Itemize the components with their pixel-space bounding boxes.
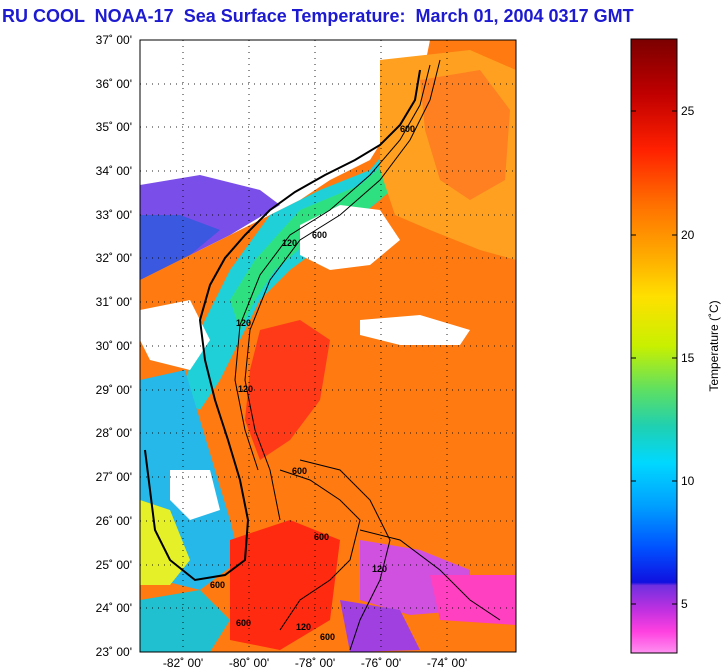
lon-label: -76˚ 00': [361, 656, 401, 670]
lat-label: 26˚ 00': [96, 514, 132, 528]
colorbar-label: Temperature (˚C): [707, 300, 721, 391]
colorbar-tick: 5: [681, 597, 688, 611]
colorbar-tick: 10: [681, 474, 695, 488]
colorbar-tick: 20: [681, 228, 695, 242]
lat-label: 31˚ 00': [96, 295, 132, 309]
colorbar: 25 20 15 10 5 Temperature (˚C): [630, 38, 721, 654]
colorbar-tick: 25: [681, 104, 695, 118]
lat-label: 29˚ 00': [96, 383, 132, 397]
lat-label: 28˚ 00': [96, 426, 132, 440]
lat-label: 33˚ 00': [96, 208, 132, 222]
sst-image: 600 120 600 120 600 120 600 120 600 600 …: [140, 40, 516, 652]
lat-label: 27˚ 00': [96, 470, 132, 484]
contour-label: 600: [320, 632, 335, 642]
longitude-axis: -82˚ 00' -80˚ 00' -78˚ 00' -76˚ 00' -74˚…: [163, 656, 467, 670]
contour-label: 120: [236, 318, 251, 328]
lat-label: 25˚ 00': [96, 558, 132, 572]
contour-label: 120: [296, 622, 311, 632]
lat-label: 24˚ 00': [96, 601, 132, 615]
contour-label: 600: [210, 580, 225, 590]
lat-label: 23˚ 00': [96, 645, 132, 659]
contour-label: 600: [312, 230, 327, 240]
contour-label: 600: [314, 532, 329, 542]
lon-label: -74˚ 00': [427, 656, 467, 670]
colorbar-gradient: [630, 38, 678, 654]
lat-label: 37˚ 00': [96, 33, 132, 47]
lat-label: 36˚ 00': [96, 77, 132, 91]
colorbar-tick: 15: [681, 351, 695, 365]
latitude-axis: 37˚ 00' 36˚ 00' 35˚ 00' 34˚ 00' 33˚ 00' …: [96, 33, 132, 659]
contour-label: 600: [292, 466, 307, 476]
lon-label: -80˚ 00': [229, 656, 269, 670]
contour-label: 600: [400, 124, 415, 134]
map-frame: [139, 39, 517, 653]
lon-label: -78˚ 00': [295, 656, 335, 670]
contour-label: 120: [238, 384, 253, 394]
lat-label: 30˚ 00': [96, 339, 132, 353]
contour-label: 120: [372, 564, 387, 574]
contour-label: 120: [282, 238, 297, 248]
lat-label: 34˚ 00': [96, 164, 132, 178]
lat-label: 32˚ 00': [96, 251, 132, 265]
lon-label: -82˚ 00': [163, 656, 203, 670]
contour-label: 600: [236, 618, 251, 628]
lat-label: 35˚ 00': [96, 120, 132, 134]
map-title: RU COOL NOAA-17 Sea Surface Temperature:…: [2, 6, 634, 26]
